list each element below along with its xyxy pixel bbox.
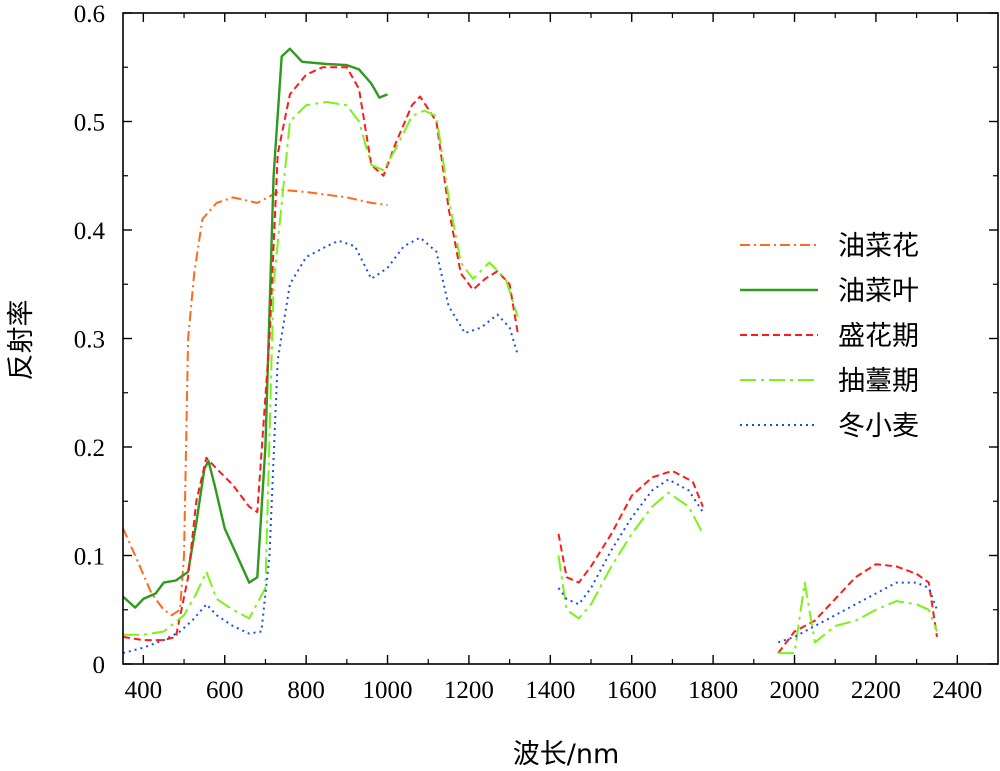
y-tick-label: 0.4	[74, 218, 106, 245]
axes-layer: 400 600 800 1000 1200 1400 1600 1800 2000 2200 240…	[74, 1, 999, 704]
series-line	[122, 47, 388, 609]
series-line	[123, 101, 519, 636]
series-line	[122, 66, 519, 642]
y-tick-label: 0.3	[74, 327, 105, 354]
x-tick-label: 1400	[525, 677, 575, 704]
series-line	[778, 581, 938, 655]
series-line	[777, 563, 938, 654]
x-tick-label: 400	[125, 677, 163, 704]
series-1	[122, 188, 388, 617]
series-line	[557, 478, 704, 606]
legend-label: 盛花期	[838, 321, 919, 352]
legend-label: 油菜花	[838, 231, 919, 262]
series-layer	[122, 47, 938, 655]
x-tick-label: 1200	[444, 677, 494, 704]
series-line	[122, 188, 388, 617]
x-tick-label: 800	[287, 677, 325, 704]
series-line	[777, 581, 938, 644]
series-3	[122, 66, 938, 654]
x-tick-label: 2400	[932, 677, 982, 704]
series-line	[557, 469, 704, 584]
series-line	[557, 491, 704, 620]
x-tick-label: 2200	[851, 677, 901, 704]
legend-label: 抽薹期	[838, 366, 919, 397]
x-tick-label: 600	[206, 677, 244, 704]
series-2	[122, 47, 388, 609]
legend-label: 油菜叶	[838, 276, 919, 307]
y-tick-label: 0.6	[74, 1, 105, 28]
y-tick-label: 0.2	[74, 435, 105, 462]
y-tick-label: 0.1	[74, 544, 105, 571]
series-4	[123, 101, 938, 655]
y-tick-label: 0	[93, 652, 106, 679]
y-axis-label: 反射率	[6, 300, 37, 381]
x-axis-label: 波长/nm	[513, 739, 620, 770]
series-5	[122, 236, 938, 655]
y-tick-label: 0.5	[74, 110, 105, 137]
x-tick-label: 1800	[688, 677, 738, 704]
x-tick-label: 2000	[770, 677, 820, 704]
legend-label: 冬小麦	[838, 411, 919, 442]
series-line	[122, 236, 519, 655]
x-tick-label: 1600	[607, 677, 657, 704]
x-tick-label: 1000	[363, 677, 413, 704]
